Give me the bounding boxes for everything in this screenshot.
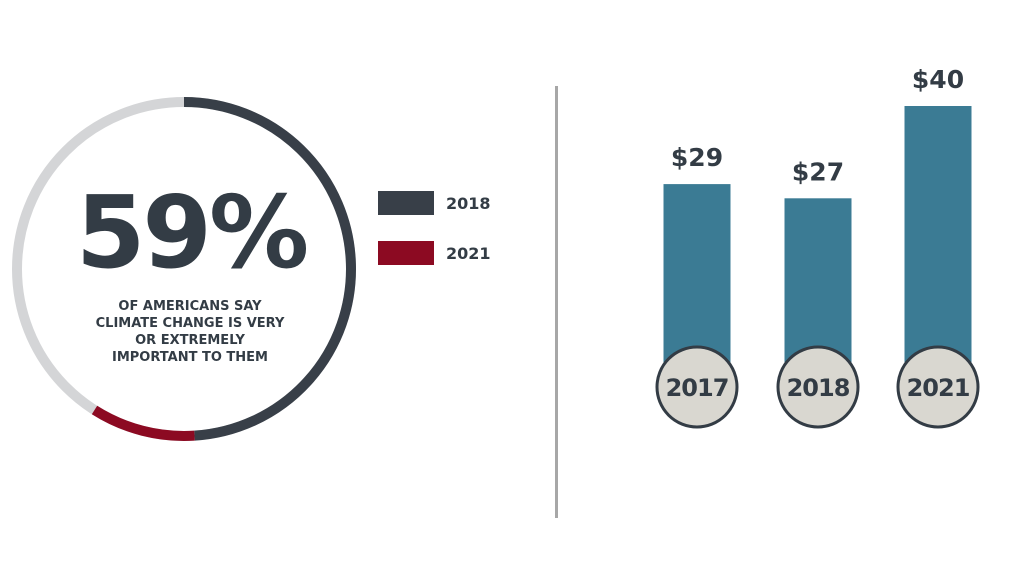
donut-caption: OF AMERICANS SAY CLIMATE CHANGE IS VERY … <box>95 299 285 365</box>
bar-value-label-2017: $29 <box>671 143 723 172</box>
donut-arc-2018 <box>183 97 356 441</box>
legend-label-2021: 2021 <box>446 243 491 263</box>
legend-swatch-2018 <box>378 191 434 215</box>
category-label-2021: 2021 <box>907 374 970 402</box>
legend: 2018 2021 <box>378 190 491 290</box>
legend-item-2021: 2021 <box>378 240 491 266</box>
bar-value-label-2018: $27 <box>792 157 844 186</box>
category-label-2018: 2018 <box>787 374 850 402</box>
donut-center-percent: 59% <box>75 174 309 291</box>
donut-chart <box>12 97 356 441</box>
category-badge-2017 <box>655 345 739 429</box>
category-label-2017: 2017 <box>666 374 729 402</box>
category-badge-2021 <box>896 345 980 429</box>
bar-2021 <box>904 106 972 390</box>
donut-arc-2021 <box>91 405 195 441</box>
legend-item-2018: 2018 <box>378 190 491 216</box>
legend-swatch-2021 <box>378 241 434 265</box>
bar-value-label-2021: $40 <box>912 65 964 94</box>
category-badge-2018 <box>776 345 860 429</box>
divider <box>555 86 558 518</box>
legend-label-2018: 2018 <box>446 193 491 213</box>
